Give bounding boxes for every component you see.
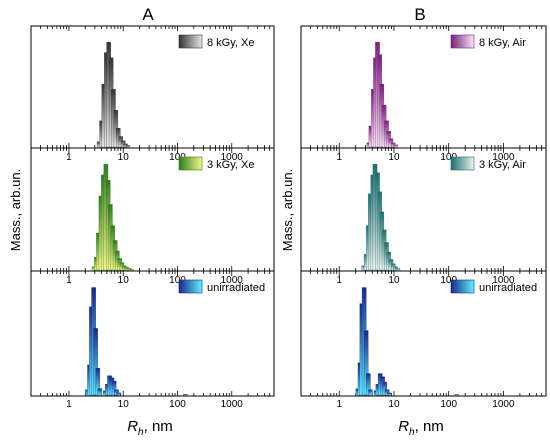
x-tick-label: 100 <box>440 152 457 163</box>
bar <box>387 392 392 396</box>
x-axis-label-b: Rh, nm <box>398 418 444 438</box>
x-tick-label: 10 <box>388 152 400 163</box>
x-tick-label: 100 <box>169 399 186 410</box>
legend-label: 3 kGy, Air <box>479 159 526 171</box>
x-axis-label-a: Rh, nm <box>127 418 173 438</box>
legend-swatch <box>178 156 203 171</box>
y-axis-label-a: Mass., arb.un. <box>8 169 23 251</box>
x-tick-label: 1000 <box>492 399 515 410</box>
legend-swatch <box>450 34 475 49</box>
x-axis-label-a-unit: , nm <box>144 418 173 435</box>
panel-frame <box>30 270 275 397</box>
x-tick-label: 100 <box>169 152 186 163</box>
panel-b-1: 1 10 100 1000 8 kGy, Air <box>300 25 547 163</box>
panel-a-1: 1 10 100 1000 8 kGy, Xe <box>30 25 275 163</box>
column-b-title: B <box>414 5 425 24</box>
bar <box>116 392 121 396</box>
bar <box>97 388 103 396</box>
legend-swatch <box>450 156 475 171</box>
bar <box>111 380 117 396</box>
x-tick-label: 1000 <box>221 275 244 286</box>
x-tick-label: 10 <box>118 152 130 163</box>
bar <box>393 144 398 148</box>
x-tick-label: 1 <box>66 399 72 410</box>
legend-swatch <box>450 279 475 294</box>
legend-swatch <box>178 34 203 49</box>
y-axis-label-b: Mass., arb.un. <box>280 169 295 251</box>
bar <box>125 145 131 148</box>
x-tick-label: 10 <box>118 275 130 286</box>
bar <box>129 269 134 271</box>
column-a-title: A <box>142 5 154 24</box>
x-tick-label: 1000 <box>221 152 244 163</box>
legend-swatch <box>178 279 203 294</box>
x-axis-label-a-sub: h <box>138 427 144 438</box>
legend-label: unirradiated <box>479 282 537 294</box>
legend-label: 3 kGy, Xe <box>207 159 254 171</box>
x-tick-label: 1000 <box>492 152 515 163</box>
x-tick-label: 1 <box>336 152 342 163</box>
x-tick-label: 1000 <box>492 275 515 286</box>
legend-label: 8 kGy, Xe <box>207 37 254 49</box>
x-tick-label: 1 <box>66 275 72 286</box>
x-tick-label: 10 <box>388 399 400 410</box>
x-axis-label-b-sub: h <box>409 427 415 438</box>
x-tick-label: 1 <box>336 275 342 286</box>
x-axis-label-b-unit: , nm <box>415 418 444 435</box>
x-tick-label: 1000 <box>221 399 244 410</box>
legend-label: 8 kGy, Air <box>479 37 526 49</box>
x-tick-label: 100 <box>169 275 186 286</box>
x-axis-label-b-r: R <box>398 418 409 435</box>
x-tick-label: 1 <box>336 399 342 410</box>
x-tick-label: 10 <box>388 275 400 286</box>
x-tick-label: 1 <box>66 152 72 163</box>
x-axis-label-a-r: R <box>127 418 138 435</box>
bar <box>395 268 401 271</box>
bar <box>368 389 373 396</box>
bar <box>382 381 388 396</box>
x-tick-label: 100 <box>440 275 457 286</box>
legend-label: unirradiated <box>207 282 265 294</box>
x-tick-label: 100 <box>440 399 457 410</box>
panel-frame <box>300 270 547 397</box>
bar <box>454 394 459 396</box>
x-tick-label: 10 <box>118 399 130 410</box>
bar <box>183 394 188 396</box>
